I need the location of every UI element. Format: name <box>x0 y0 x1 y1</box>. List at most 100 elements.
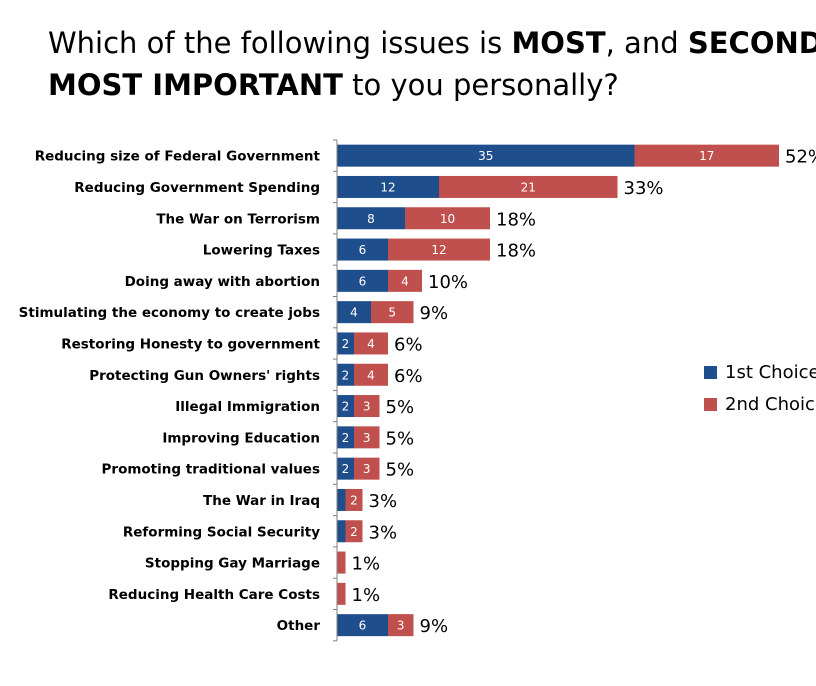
bar-first-choice <box>337 144 635 167</box>
title-bold-most-important: MOST IMPORTANT <box>48 68 343 102</box>
bar-first-choice <box>337 269 388 292</box>
data-label-first-choice: 4 <box>350 306 358 320</box>
data-label-second-choice: 12 <box>431 243 446 257</box>
data-label-first-choice: 2 <box>342 400 350 414</box>
category-label: Improving Education <box>162 430 320 446</box>
bar-first-choice <box>337 332 354 355</box>
category-label: Doing away with abortion <box>125 274 320 290</box>
data-label-first-choice: 2 <box>342 368 350 382</box>
legend-item-second-choice: 2nd Choice <box>704 388 816 420</box>
total-label: 6% <box>394 334 423 355</box>
category-label: Stopping Gay Marriage <box>145 556 320 572</box>
data-label-second-choice: 3 <box>363 400 371 414</box>
data-label-first-choice: 2 <box>342 431 350 445</box>
bar-second-choice <box>354 395 380 418</box>
data-label-first-choice: 6 <box>359 274 367 288</box>
bar-second-choice <box>345 488 363 511</box>
data-label-second-choice: 3 <box>363 462 371 476</box>
bar-second-choice <box>345 520 363 543</box>
total-label: 5% <box>386 428 415 449</box>
legend-swatch-second-choice <box>704 397 717 411</box>
chart-title: Which of the following issues is MOST, a… <box>48 22 816 106</box>
data-label-second-choice: 10 <box>440 212 455 226</box>
total-label: 9% <box>420 616 449 637</box>
bar-first-choice <box>337 457 354 480</box>
data-label-first-choice: 6 <box>359 619 367 633</box>
bar-second-choice <box>388 238 490 261</box>
category-label: Illegal Immigration <box>175 399 320 415</box>
total-label: 18% <box>496 209 536 230</box>
legend-label-second-choice: 2nd Choice <box>725 393 816 415</box>
category-label: The War in Iraq <box>203 493 320 509</box>
data-label-first-choice: 2 <box>342 462 350 476</box>
bar-second-choice <box>337 551 346 574</box>
total-label: 5% <box>386 397 415 418</box>
total-label: 5% <box>386 460 415 481</box>
category-label: Stimulating the economy to create jobs <box>19 305 320 321</box>
total-label: 3% <box>369 491 398 512</box>
legend-swatch-first-choice <box>704 365 717 379</box>
bar-first-choice <box>337 207 405 230</box>
data-label-second-choice: 17 <box>699 149 714 163</box>
category-label: Reducing Government Spending <box>74 180 320 196</box>
title-text-2: , and <box>605 26 688 60</box>
bar-second-choice <box>439 175 618 198</box>
data-label-second-choice: 3 <box>363 431 371 445</box>
bar-first-choice <box>337 520 346 543</box>
total-label: 3% <box>369 522 398 543</box>
total-label: 10% <box>428 272 468 293</box>
bar-second-choice <box>337 582 346 605</box>
bar-first-choice <box>337 301 371 324</box>
bar-second-choice <box>405 207 490 230</box>
bar-first-choice <box>337 175 439 198</box>
total-label: 1% <box>352 554 381 575</box>
total-label: 9% <box>420 303 449 324</box>
data-label-second-choice: 2 <box>350 525 358 539</box>
bar-first-choice <box>337 488 346 511</box>
data-label-second-choice: 4 <box>401 274 409 288</box>
data-label-first-choice: 12 <box>380 180 395 194</box>
title-text-1: Which of the following issues is <box>48 26 512 60</box>
data-label-second-choice: 2 <box>350 493 358 507</box>
category-label: Reducing Health Care Costs <box>108 587 320 603</box>
bar-second-choice <box>371 301 414 324</box>
total-label: 6% <box>394 366 423 387</box>
bar-second-choice <box>634 144 779 167</box>
category-label: Reducing size of Federal Government <box>35 149 321 165</box>
data-label-first-choice: 35 <box>478 149 493 163</box>
bar-first-choice <box>337 395 354 418</box>
legend-item-first-choice: 1st Choice <box>704 356 816 388</box>
bar-second-choice <box>354 457 380 480</box>
category-label: Protecting Gun Owners' rights <box>89 368 320 384</box>
chart-legend: 1st Choice 2nd Choice <box>704 356 816 420</box>
bar-second-choice <box>354 426 380 449</box>
category-label: Reforming Social Security <box>123 524 320 540</box>
title-bold-most: MOST <box>511 26 606 60</box>
total-label: 1% <box>352 585 381 606</box>
data-label-second-choice: 4 <box>367 337 375 351</box>
category-label: Other <box>277 618 321 634</box>
data-label-second-choice: 4 <box>367 368 375 382</box>
title-bold-second: SECOND <box>687 26 816 60</box>
category-label: Lowering Taxes <box>203 243 320 259</box>
bar-first-choice <box>337 426 354 449</box>
bar-second-choice <box>354 332 388 355</box>
total-label: 52% <box>785 147 816 168</box>
title-text-3: to you personally? <box>342 68 619 102</box>
bar-second-choice <box>388 614 414 637</box>
bar-second-choice <box>354 363 388 386</box>
legend-label-first-choice: 1st Choice <box>725 361 816 383</box>
category-label: The War on Terrorism <box>156 211 320 227</box>
total-label: 33% <box>624 178 664 199</box>
category-label: Restoring Honesty to government <box>61 336 320 352</box>
bar-first-choice <box>337 614 388 637</box>
bar-first-choice <box>337 238 388 261</box>
total-label: 18% <box>496 241 536 262</box>
data-label-second-choice: 3 <box>397 619 405 633</box>
category-label: Promoting traditional values <box>102 462 320 478</box>
data-label-first-choice: 6 <box>359 243 367 257</box>
data-label-second-choice: 5 <box>388 306 396 320</box>
bar-second-choice <box>388 269 422 292</box>
data-label-first-choice: 2 <box>342 337 350 351</box>
